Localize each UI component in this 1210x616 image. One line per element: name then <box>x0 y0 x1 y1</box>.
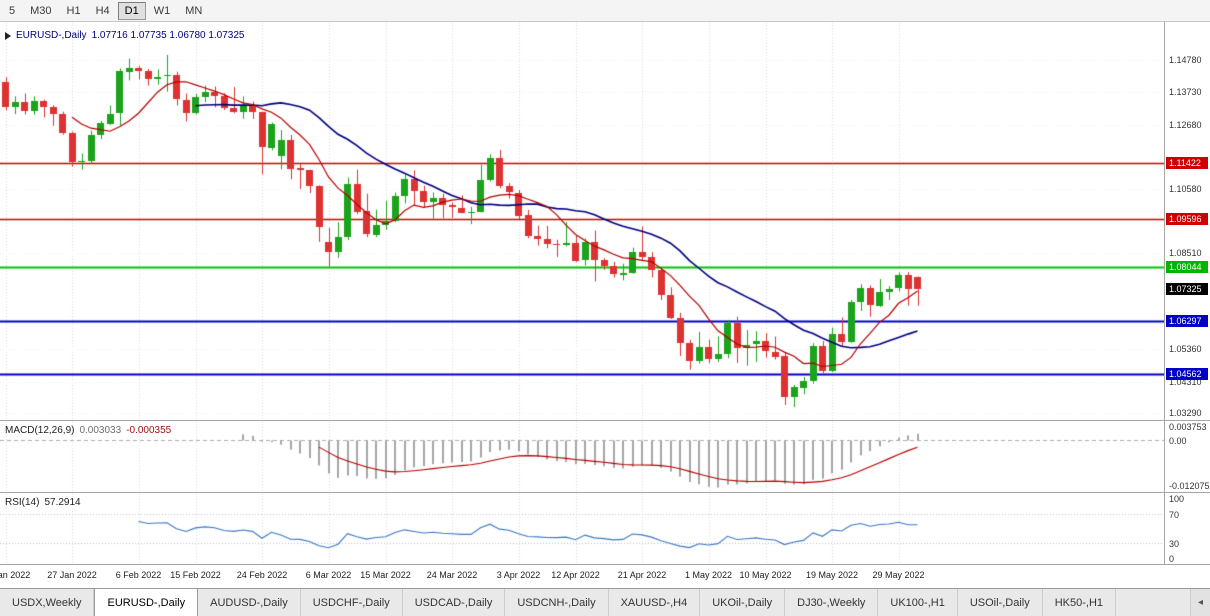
tab-scroll-left-icon[interactable]: ◂ <box>1189 589 1210 616</box>
chart-symbol-period: EURUSD-,Daily <box>16 30 87 41</box>
symbol-tab-uk100[interactable]: UK100-,H1 <box>878 589 958 616</box>
symbol-tab-eurusd[interactable]: EURUSD-,Daily <box>94 589 199 616</box>
macd-axis-label: -0.012075 <box>1169 481 1210 492</box>
date-tick-label: 10 May 2022 <box>739 570 792 580</box>
rsi-scale: 100 70 30 0 <box>1164 493 1210 564</box>
symbol-tab-usdx[interactable]: USDX,Weekly <box>0 589 95 616</box>
symbol-tab-audusd[interactable]: AUDUSD-,Daily <box>198 589 301 616</box>
symbol-tab-usoil[interactable]: USOil-,Daily <box>958 589 1043 616</box>
macd-axis-label: 0.00 <box>1169 435 1187 446</box>
date-tick-label: 6 Feb 2022 <box>115 570 162 580</box>
symbol-tab-bar: USDX,Weekly EURUSD-,Daily AUDUSD-,Daily USD… <box>0 588 1210 616</box>
symbol-tab-usdchf[interactable]: USDCHF-,Daily <box>301 589 403 616</box>
timeframe-button-mn[interactable]: MN <box>178 2 209 20</box>
date-tick-label: 27 Jan 2022 <box>47 570 97 580</box>
rsi-label: RSI(14) 57.2914 <box>5 497 81 508</box>
price-level-badge: 1.11422 <box>1166 157 1208 170</box>
date-tick-label: 1 May 2022 <box>684 570 733 580</box>
price-level-badge: 1.09596 <box>1166 213 1208 226</box>
rsi-axis-label: 30 <box>1169 538 1180 549</box>
macd-axis-label: 0.003753 <box>1169 422 1207 432</box>
symbol-tab-dj30[interactable]: DJ30-,Weekly <box>785 589 879 616</box>
date-tick-label: 24 Mar 2022 <box>426 570 478 580</box>
date-axis: 18 Jan 2022 27 Jan 2022 6 Feb 2022 15 Feb 2… <box>0 564 1210 588</box>
price-grid-label: 1.04310 <box>1169 376 1202 387</box>
symbol-tab-xauusd[interactable]: XAUUSD-,H4 <box>609 589 701 616</box>
symbol-tab-usdcnh[interactable]: USDCNH-,Daily <box>505 589 609 616</box>
price-level-badge: 1.07325 <box>1166 283 1208 296</box>
rsi-name: RSI(14) <box>5 497 40 508</box>
timeframe-toolbar: 5 M30 H1 H4 D1 W1 MN <box>0 0 1210 22</box>
macd-signal-value: -0.000355 <box>126 425 172 436</box>
chart-dropdown-icon[interactable] <box>5 31 11 40</box>
macd-indicator-panel: MACD(12,26,9) 0.003033 -0.000355 0.00375… <box>0 420 1210 492</box>
symbol-tab-ukoil[interactable]: UKOil-,Daily <box>700 589 786 616</box>
timeframe-button-d1[interactable]: D1 <box>117 1 146 20</box>
timeframe-button-w1[interactable]: W1 <box>147 2 178 20</box>
rsi-indicator-panel: RSI(14) 57.2914 100 70 30 0 <box>0 492 1210 564</box>
date-tick-label: 15 Mar 2022 <box>360 570 411 580</box>
price-grid-label: 1.08510 <box>1169 247 1202 258</box>
macd-scale: 0.003753 0.00 -0.012075 <box>1164 421 1210 492</box>
symbol-tab-usdcad[interactable]: USDCAD-,Daily <box>403 589 506 616</box>
macd-canvas[interactable] <box>0 421 1164 492</box>
rsi-value: 57.2914 <box>44 497 81 508</box>
macd-main-value: 0.003033 <box>79 425 122 436</box>
date-tick-label: 19 May 2022 <box>805 570 859 580</box>
timeframe-button-h1[interactable]: H1 <box>60 2 88 20</box>
date-tick-label: 21 Apr 2022 <box>617 570 667 580</box>
macd-label: MACD(12,26,9) 0.003033 -0.000355 <box>5 425 171 436</box>
rsi-axis-label: 100 <box>1169 494 1185 504</box>
date-tick-label: 29 May 2022 <box>872 570 925 580</box>
date-tick-label: 18 Jan 2022 <box>0 570 31 580</box>
price-grid-label: 1.13730 <box>1169 87 1202 98</box>
chart-ohlc-values: 1.07716 1.07735 1.06780 1.07325 <box>91 30 245 41</box>
price-level-badge: 1.08044 <box>1166 260 1208 273</box>
date-tick-label: 24 Feb 2022 <box>236 570 288 580</box>
price-grid-label: 1.14780 <box>1169 55 1202 66</box>
date-tick-label: 15 Feb 2022 <box>170 570 221 580</box>
price-scale: 1.14780 1.13730 1.12680 1.10580 1.08510 1.053… <box>1164 22 1210 420</box>
price-chart-panel: EURUSD-,Daily 1.07716 1.07735 1.06780 1.… <box>0 22 1210 420</box>
rsi-canvas[interactable] <box>0 493 1164 564</box>
timeframe-button-h4[interactable]: H4 <box>89 2 117 20</box>
date-tick-label: 3 Apr 2022 <box>496 570 541 580</box>
price-level-badge: 1.06297 <box>1166 314 1208 327</box>
price-level-badge: 1.04562 <box>1166 367 1208 380</box>
date-tick-label: 6 Mar 2022 <box>305 570 352 580</box>
timeframe-button-5[interactable]: 5 <box>2 2 22 20</box>
price-chart-canvas[interactable] <box>0 22 1164 420</box>
rsi-axis-label: 70 <box>1169 510 1180 521</box>
price-grid-label: 1.10580 <box>1169 184 1202 195</box>
price-grid-label: 1.12680 <box>1169 119 1202 130</box>
price-grid-label: 1.03290 <box>1169 407 1202 418</box>
date-tick-label: 12 Apr 2022 <box>551 570 600 580</box>
price-grid-label: 1.05360 <box>1169 344 1202 355</box>
timeframe-button-m30[interactable]: M30 <box>23 2 58 20</box>
symbol-tab-hk50[interactable]: HK50-,H1 <box>1043 589 1117 616</box>
macd-name: MACD(12,26,9) <box>5 425 75 436</box>
chart-title: EURUSD-,Daily 1.07716 1.07735 1.06780 1.… <box>5 30 245 41</box>
rsi-axis-label: 0 <box>1169 554 1175 564</box>
